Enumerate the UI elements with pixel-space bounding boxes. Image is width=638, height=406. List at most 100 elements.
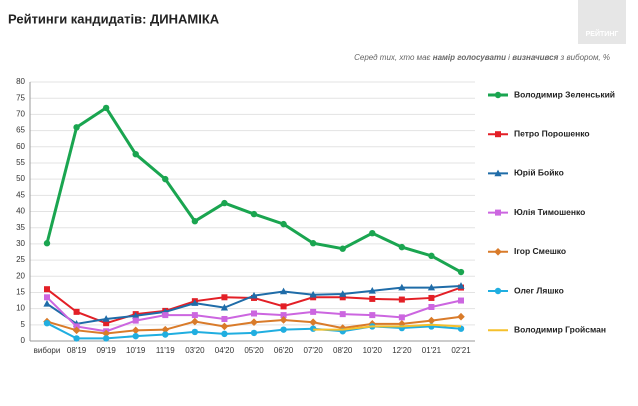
x-tick-label: 11'19 (156, 346, 175, 355)
marker (162, 312, 169, 319)
y-tick-label: 70 (16, 109, 25, 118)
marker (339, 290, 347, 297)
y-tick-label: 25 (16, 255, 25, 264)
legend-marker (494, 91, 502, 99)
x-tick-label: 02'21 (451, 346, 471, 355)
legend-label: Олег Ляшко (514, 285, 564, 295)
marker (250, 318, 258, 327)
y-tick-label: 15 (16, 288, 25, 297)
x-tick-label: 12'20 (392, 346, 412, 355)
legend-label: Юлія Тимошенко (514, 207, 585, 217)
chart-title: Рейтинги кандидатів: ДИНАМІКА (8, 11, 220, 26)
series-line (313, 323, 462, 331)
marker (279, 316, 288, 324)
marker (73, 335, 80, 342)
y-tick-label: 10 (16, 304, 25, 313)
marker (103, 320, 110, 327)
marker (427, 316, 436, 325)
x-tick-label: 10'19 (126, 346, 146, 355)
legend-label: Володимир Зеленський (514, 89, 615, 99)
y-tick-label: 60 (16, 142, 25, 151)
marker (280, 326, 287, 333)
x-tick-label: вибори (34, 346, 61, 355)
marker (250, 210, 258, 218)
marker (280, 303, 287, 310)
x-tick-label: 08'19 (67, 346, 87, 355)
marker (191, 218, 199, 225)
x-tick-label: 04'20 (215, 346, 235, 355)
marker (221, 315, 228, 322)
legend-marker (495, 209, 501, 216)
marker (280, 312, 287, 319)
marker (427, 283, 436, 291)
marker (339, 311, 346, 318)
marker (132, 150, 139, 158)
legend-marker (495, 131, 501, 138)
marker (398, 243, 406, 251)
legend-label: Юрій Бойко (514, 168, 564, 178)
marker (132, 317, 139, 324)
marker (250, 329, 258, 337)
marker (73, 308, 80, 315)
marker (73, 323, 80, 330)
subtitle-part: намір голосувати (433, 53, 506, 62)
y-tick-label: 35 (16, 223, 25, 232)
marker (280, 220, 287, 228)
marker (369, 312, 376, 319)
subtitle-part: Серед тих, хто має (354, 53, 433, 62)
logo-box (578, 0, 626, 44)
subtitle-part: визначився (512, 53, 558, 62)
legend-marker (494, 287, 502, 295)
marker (398, 314, 405, 321)
marker (102, 329, 110, 338)
subtitle-part: і (506, 53, 512, 62)
subtitle-part: з вибором, % (558, 53, 610, 62)
marker (398, 283, 406, 291)
marker (221, 294, 228, 301)
marker (132, 332, 139, 340)
logo: РЕЙТИНГ (586, 29, 619, 38)
legend-marker (494, 169, 502, 177)
marker (309, 290, 317, 298)
x-tick-label: 08'20 (333, 346, 353, 355)
marker (279, 287, 288, 295)
marker (44, 294, 50, 301)
marker (72, 326, 81, 335)
legend-marker (494, 248, 502, 256)
x-tick-label: 01'21 (422, 346, 442, 355)
marker (339, 245, 346, 252)
y-tick-label: 80 (16, 77, 25, 86)
marker (220, 303, 229, 311)
marker (43, 319, 51, 327)
marker (191, 317, 199, 326)
y-tick-label: 75 (16, 93, 25, 102)
marker (310, 308, 317, 315)
marker (102, 104, 110, 112)
subtitle: Серед тих, хто має намір голосувати і ви… (354, 53, 610, 62)
marker (162, 175, 169, 183)
marker (102, 335, 110, 342)
marker (309, 240, 317, 247)
y-tick-label: 0 (21, 336, 26, 345)
marker (428, 294, 435, 301)
x-tick-label: 06'20 (274, 346, 294, 355)
marker (162, 331, 169, 338)
marker (43, 299, 51, 307)
marker (368, 287, 376, 294)
x-tick-label: 07'20 (303, 346, 323, 355)
marker (73, 124, 80, 131)
marker (428, 252, 435, 260)
marker (338, 324, 347, 332)
marker (398, 296, 405, 303)
x-tick-label: 05'20 (244, 346, 264, 355)
marker (43, 240, 51, 247)
marker (457, 282, 465, 289)
marker (457, 312, 465, 321)
marker (191, 312, 198, 319)
marker (458, 297, 464, 304)
x-tick-label: 09'19 (96, 346, 116, 355)
x-tick-label: 10'20 (363, 346, 383, 355)
marker (221, 330, 228, 338)
y-tick-label: 40 (16, 207, 25, 216)
